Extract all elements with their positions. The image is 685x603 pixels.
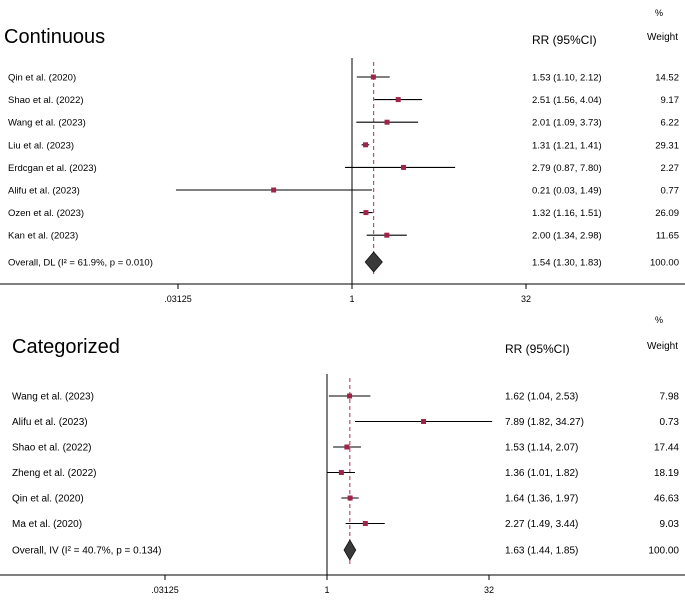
overall-ci-text: 1.54 (1.30, 1.83) — [532, 258, 602, 269]
study-weight: 0.73 — [660, 417, 680, 428]
study-weight: 26.09 — [655, 208, 679, 219]
study-label: Alifu et al. (2023) — [12, 417, 88, 428]
study-label: Wang et al. (2023) — [8, 118, 86, 129]
study-weight: 11.65 — [656, 231, 679, 242]
study-label: Shao et al. (2022) — [8, 95, 84, 106]
study-point-estimate — [362, 521, 368, 526]
study-point-estimate — [401, 164, 407, 170]
study-weight: 18.19 — [654, 468, 679, 479]
study-ci-text: 1.64 (1.36, 1.97) — [505, 494, 578, 505]
x-tick-label: .03125 — [164, 294, 192, 304]
overall-diamond — [343, 539, 357, 561]
study-ci-text: 2.00 (1.34, 2.98) — [532, 231, 602, 242]
study-weight: 7.98 — [660, 392, 680, 403]
study-label: Liu et al. (2023) — [8, 140, 74, 151]
study-ci-text: 2.51 (1.56, 4.04) — [532, 95, 602, 106]
x-tick-label: 32 — [484, 585, 494, 595]
study-ci-text: 1.36 (1.01, 1.82) — [505, 468, 578, 479]
study-label: Ma et al. (2020) — [12, 519, 82, 530]
study-point-estimate — [338, 470, 344, 475]
study-weight: 17.44 — [654, 443, 679, 454]
study-label: Erdcgan et al. (2023) — [8, 163, 97, 174]
study-label: Alifu et al. (2023) — [8, 186, 80, 197]
study-ci-text: 2.01 (1.09, 3.73) — [532, 118, 602, 129]
study-point-estimate — [395, 97, 401, 103]
overall-label: Overall, DL (I² = 61.9%, p = 0.010) — [8, 258, 153, 269]
x-tick-label: 32 — [521, 294, 531, 304]
study-ci-text: 1.53 (1.14, 2.07) — [505, 443, 578, 454]
study-label: Qin et al. (2020) — [8, 73, 76, 84]
study-point-estimate — [421, 419, 427, 424]
overall-weight: 100.00 — [648, 546, 679, 557]
study-label: Ozen et al. (2023) — [8, 208, 84, 219]
study-ci-text: 2.27 (1.49, 3.44) — [505, 519, 578, 530]
study-ci-text: 1.53 (1.10, 2.12) — [532, 73, 602, 84]
overall-weight: 100.00 — [650, 258, 679, 269]
x-tick-label: 1 — [324, 585, 329, 595]
study-point-estimate — [347, 495, 353, 501]
study-ci-text: 2.79 (0.87, 7.80) — [532, 163, 602, 174]
study-weight: 46.63 — [654, 494, 679, 505]
study-weight: 0.77 — [661, 186, 680, 197]
study-ci-text: 1.31 (1.21, 1.41) — [532, 140, 602, 151]
x-tick-label: .03125 — [151, 585, 179, 595]
weight-header: Weight — [647, 32, 678, 43]
x-tick-label: 1 — [349, 294, 354, 304]
panel-title: Categorized — [12, 336, 120, 358]
overall-label: Overall, IV (I² = 40.7%, p = 0.134) — [12, 546, 162, 557]
panel-title: Continuous — [4, 26, 105, 48]
study-point-estimate — [370, 74, 376, 80]
effect-header: RR (95%CI) — [532, 33, 597, 47]
study-point-estimate — [384, 232, 390, 238]
study-label: Wang et al. (2023) — [12, 392, 94, 403]
study-point-estimate — [347, 393, 353, 399]
weight-header: Weight — [647, 341, 678, 352]
study-label: Zheng et al. (2022) — [12, 468, 97, 479]
study-ci-text: 0.21 (0.03, 1.49) — [532, 186, 602, 197]
study-weight: 2.27 — [661, 163, 680, 174]
study-label: Kan et al. (2023) — [8, 231, 78, 242]
study-point-estimate — [344, 444, 350, 450]
study-label: Qin et al. (2020) — [12, 494, 84, 505]
effect-header: RR (95%CI) — [505, 342, 570, 356]
overall-diamond — [364, 251, 383, 273]
study-point-estimate — [271, 187, 277, 193]
weight-percent-label: % — [655, 8, 663, 18]
study-ci-text: 1.32 (1.16, 1.51) — [532, 208, 602, 219]
study-point-estimate — [363, 210, 369, 216]
study-point-estimate — [363, 142, 369, 148]
study-weight: 29.31 — [655, 140, 679, 151]
study-weight: 9.17 — [661, 95, 680, 106]
study-weight: 9.03 — [660, 519, 680, 530]
study-point-estimate — [384, 119, 390, 125]
weight-percent-label: % — [655, 315, 663, 325]
study-weight: 14.52 — [655, 73, 679, 84]
overall-ci-text: 1.63 (1.44, 1.85) — [505, 546, 578, 557]
study-label: Shao et al. (2022) — [12, 443, 92, 454]
study-weight: 6.22 — [661, 118, 680, 129]
study-ci-text: 1.62 (1.04, 2.53) — [505, 392, 578, 403]
study-ci-text: 7.89 (1.82, 34.27) — [505, 417, 584, 428]
